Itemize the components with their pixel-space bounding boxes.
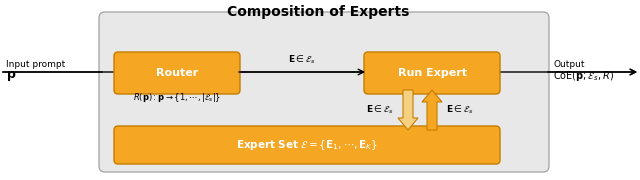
FancyBboxPatch shape bbox=[114, 52, 240, 94]
Text: $\mathbf{E} \in \mathcal{E}_s$: $\mathbf{E} \in \mathcal{E}_s$ bbox=[366, 104, 394, 116]
FancyBboxPatch shape bbox=[114, 126, 500, 164]
Text: $\mathbf{E} \in \mathcal{E}_s$: $\mathbf{E} \in \mathcal{E}_s$ bbox=[288, 53, 316, 66]
Text: $\mathbf{p}$: $\mathbf{p}$ bbox=[6, 69, 17, 83]
Text: Input prompt: Input prompt bbox=[6, 60, 65, 69]
FancyBboxPatch shape bbox=[99, 12, 549, 172]
Text: $R(\mathbf{p}): \mathbf{p} \to \{1, \cdots, |\mathcal{E}_s|\}$: $R(\mathbf{p}): \mathbf{p} \to \{1, \cdo… bbox=[133, 91, 221, 104]
Text: $\mathrm{CoE}(\mathbf{p};\mathcal{E}_s, R)$: $\mathrm{CoE}(\mathbf{p};\mathcal{E}_s, … bbox=[553, 69, 614, 83]
Text: Router: Router bbox=[156, 68, 198, 78]
Text: $\mathbf{Expert\ Set}\ \mathcal{E} = \{\mathbf{E}_1, \cdots, \mathbf{E}_K\}$: $\mathbf{Expert\ Set}\ \mathcal{E} = \{\… bbox=[236, 138, 378, 152]
Polygon shape bbox=[422, 90, 442, 130]
Text: Run Expert: Run Expert bbox=[397, 68, 467, 78]
Polygon shape bbox=[398, 90, 418, 130]
Text: $\mathbf{E} \in \mathcal{E}_s$: $\mathbf{E} \in \mathcal{E}_s$ bbox=[446, 104, 474, 116]
Text: Composition of Experts: Composition of Experts bbox=[227, 5, 409, 19]
Text: Output: Output bbox=[553, 60, 584, 69]
FancyBboxPatch shape bbox=[364, 52, 500, 94]
